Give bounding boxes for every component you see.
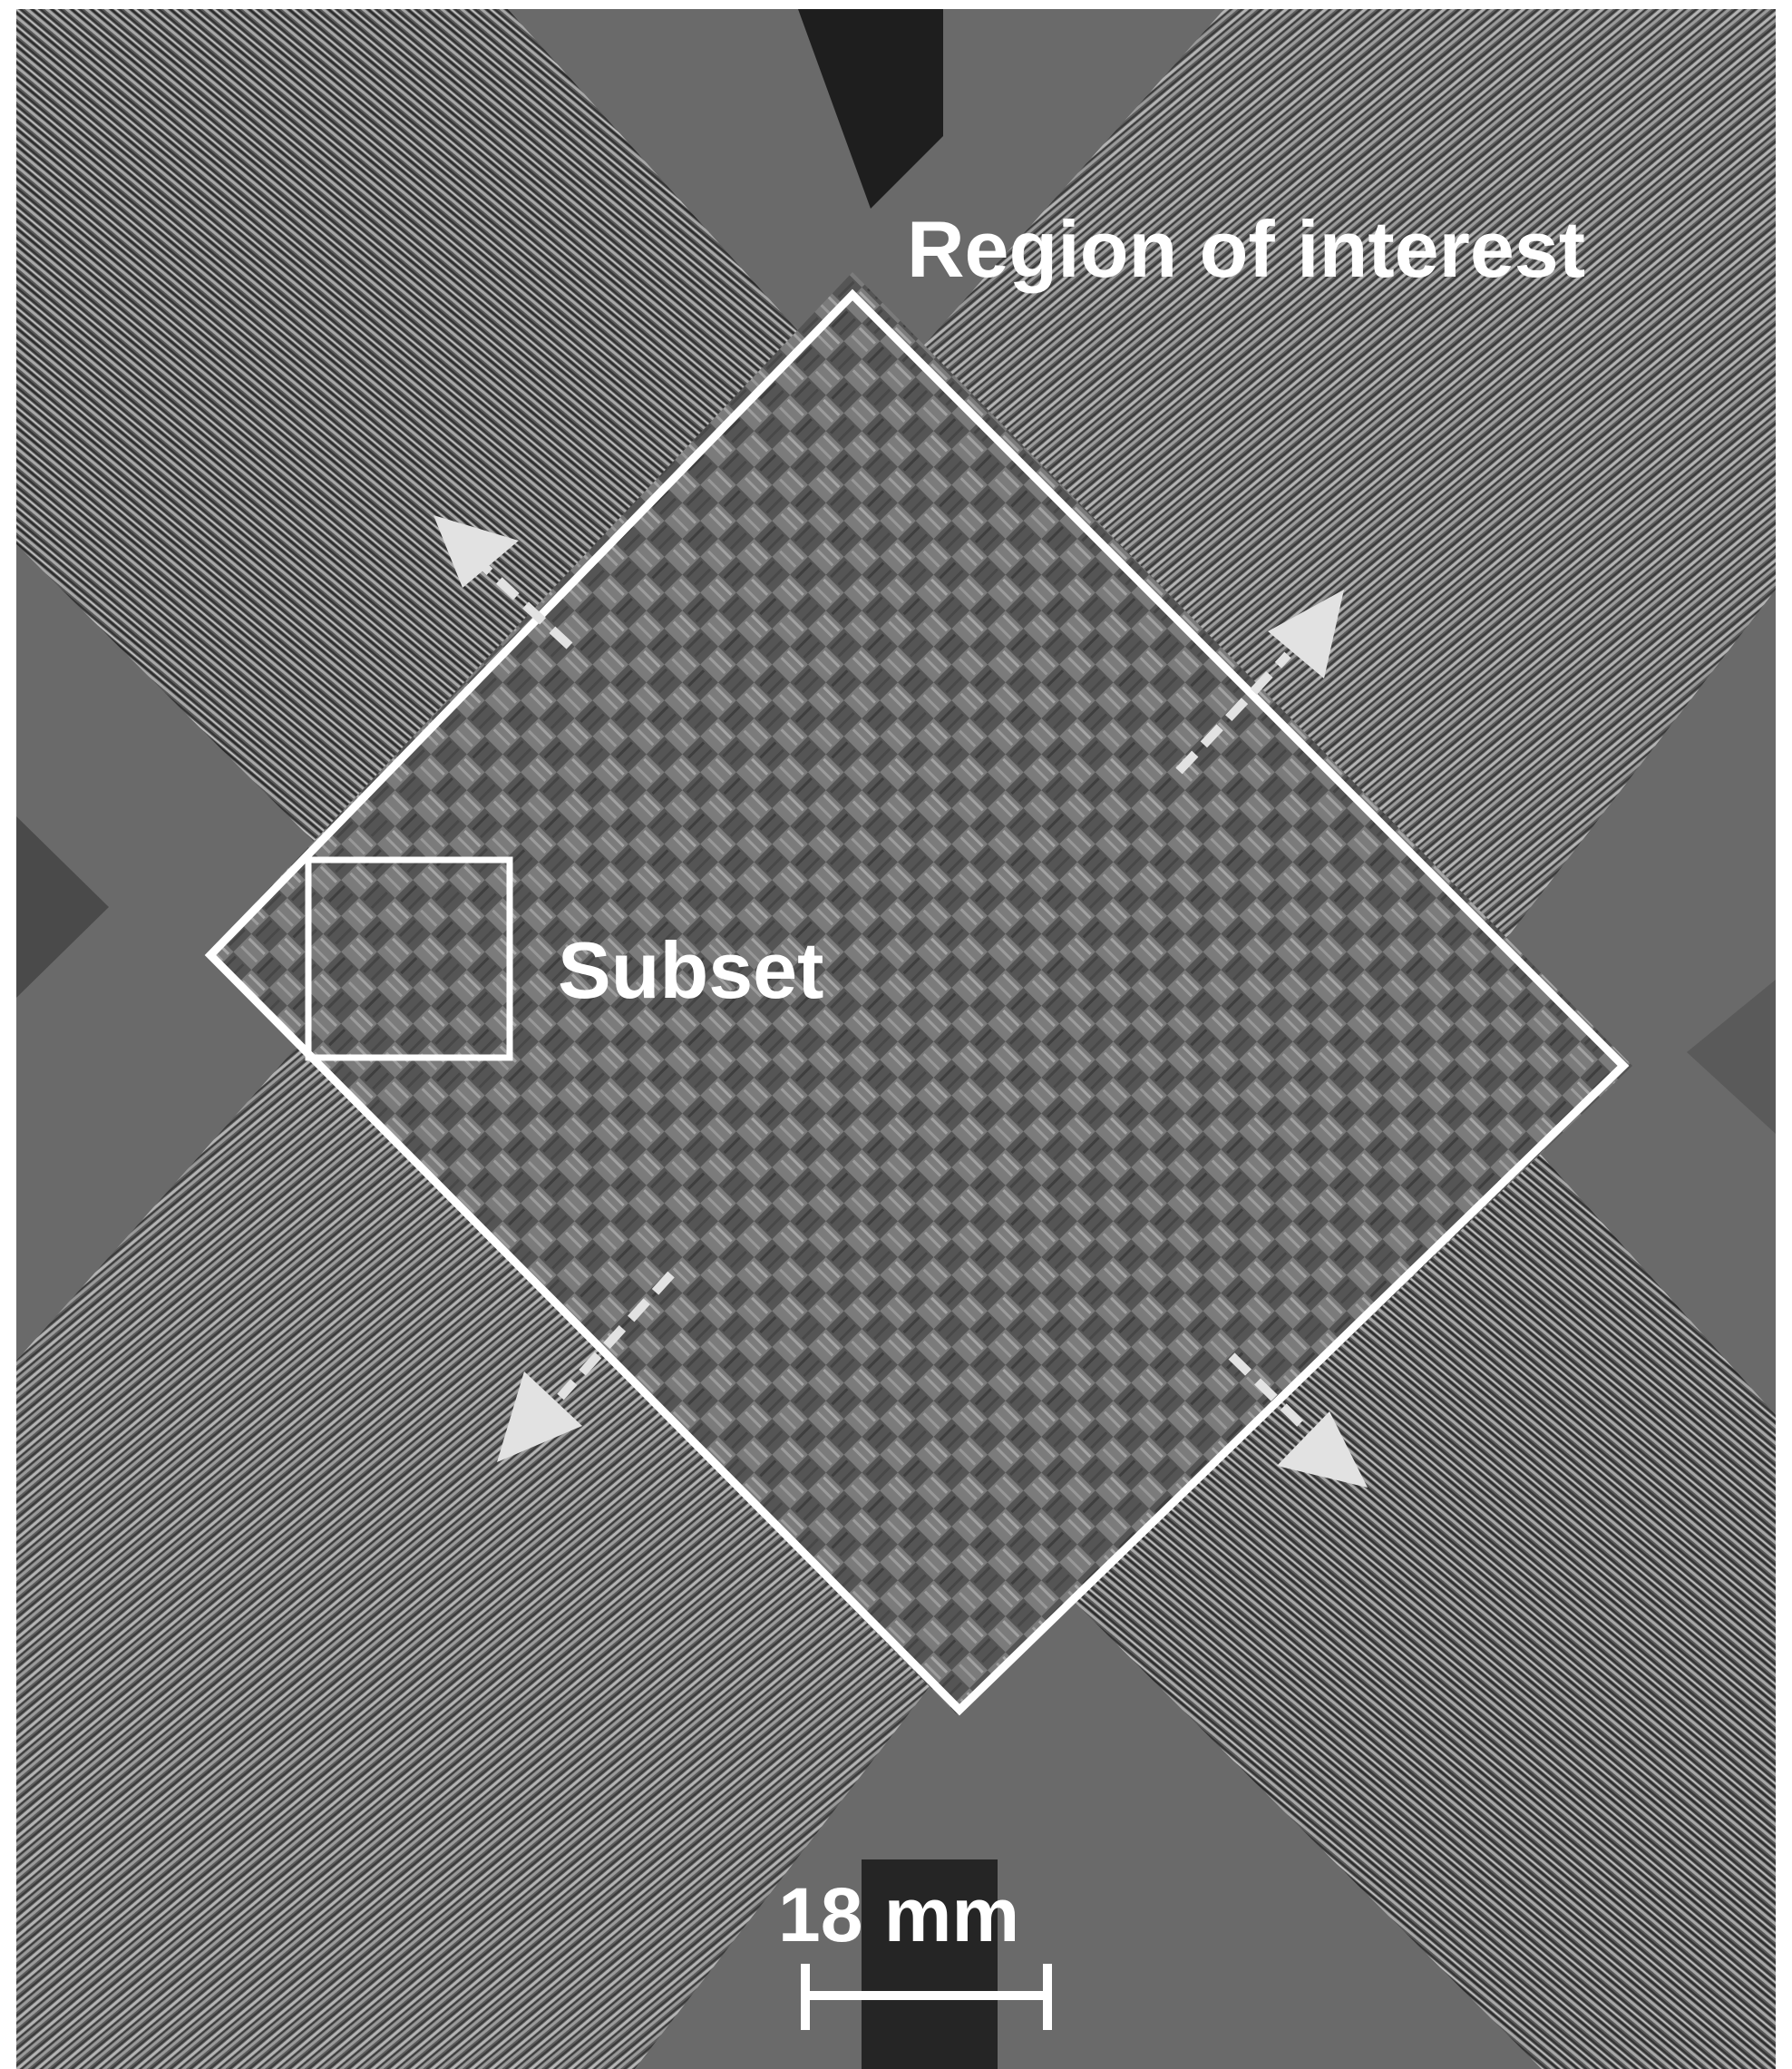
grip-left <box>16 816 109 998</box>
scale-bar <box>801 1964 1052 2030</box>
arrow-down-left <box>557 1271 675 1400</box>
region-of-interest-outline <box>204 288 1630 1716</box>
arrow-head-up-left-icon <box>433 515 519 588</box>
subset-label: Subset <box>558 925 823 1015</box>
arrow-down-right <box>1228 1352 1323 1446</box>
region-of-interest-label: Region of interest <box>907 204 1585 294</box>
grip-top <box>798 9 943 209</box>
scale-bar-label: 18 mm <box>778 1872 1019 1957</box>
arrow-head-down-right-icon <box>1277 1411 1368 1488</box>
woven-region <box>209 272 1632 1714</box>
arrow-up-right <box>1175 651 1291 775</box>
arrow-heads <box>433 515 1368 1488</box>
arrow-head-up-right-icon <box>1268 590 1344 678</box>
subset-outline <box>305 856 513 1061</box>
strain-arrows <box>468 551 1323 1446</box>
grip-bottom <box>862 1859 998 2069</box>
arrow-up-left <box>468 551 573 649</box>
grip-right <box>1687 980 1776 1134</box>
arrow-head-down-left-icon <box>497 1371 582 1462</box>
